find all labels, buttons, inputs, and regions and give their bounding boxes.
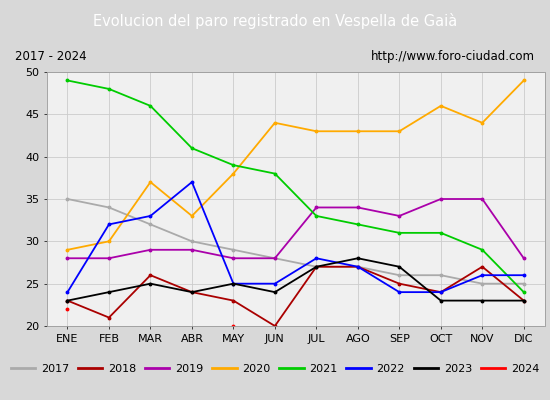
Legend: 2017, 2018, 2019, 2020, 2021, 2022, 2023, 2024: 2017, 2018, 2019, 2020, 2021, 2022, 2023… [6, 360, 544, 378]
Text: http://www.foro-ciudad.com: http://www.foro-ciudad.com [371, 50, 535, 63]
Text: 2017 - 2024: 2017 - 2024 [15, 50, 87, 63]
Text: Evolucion del paro registrado en Vespella de Gaià: Evolucion del paro registrado en Vespell… [93, 13, 457, 29]
